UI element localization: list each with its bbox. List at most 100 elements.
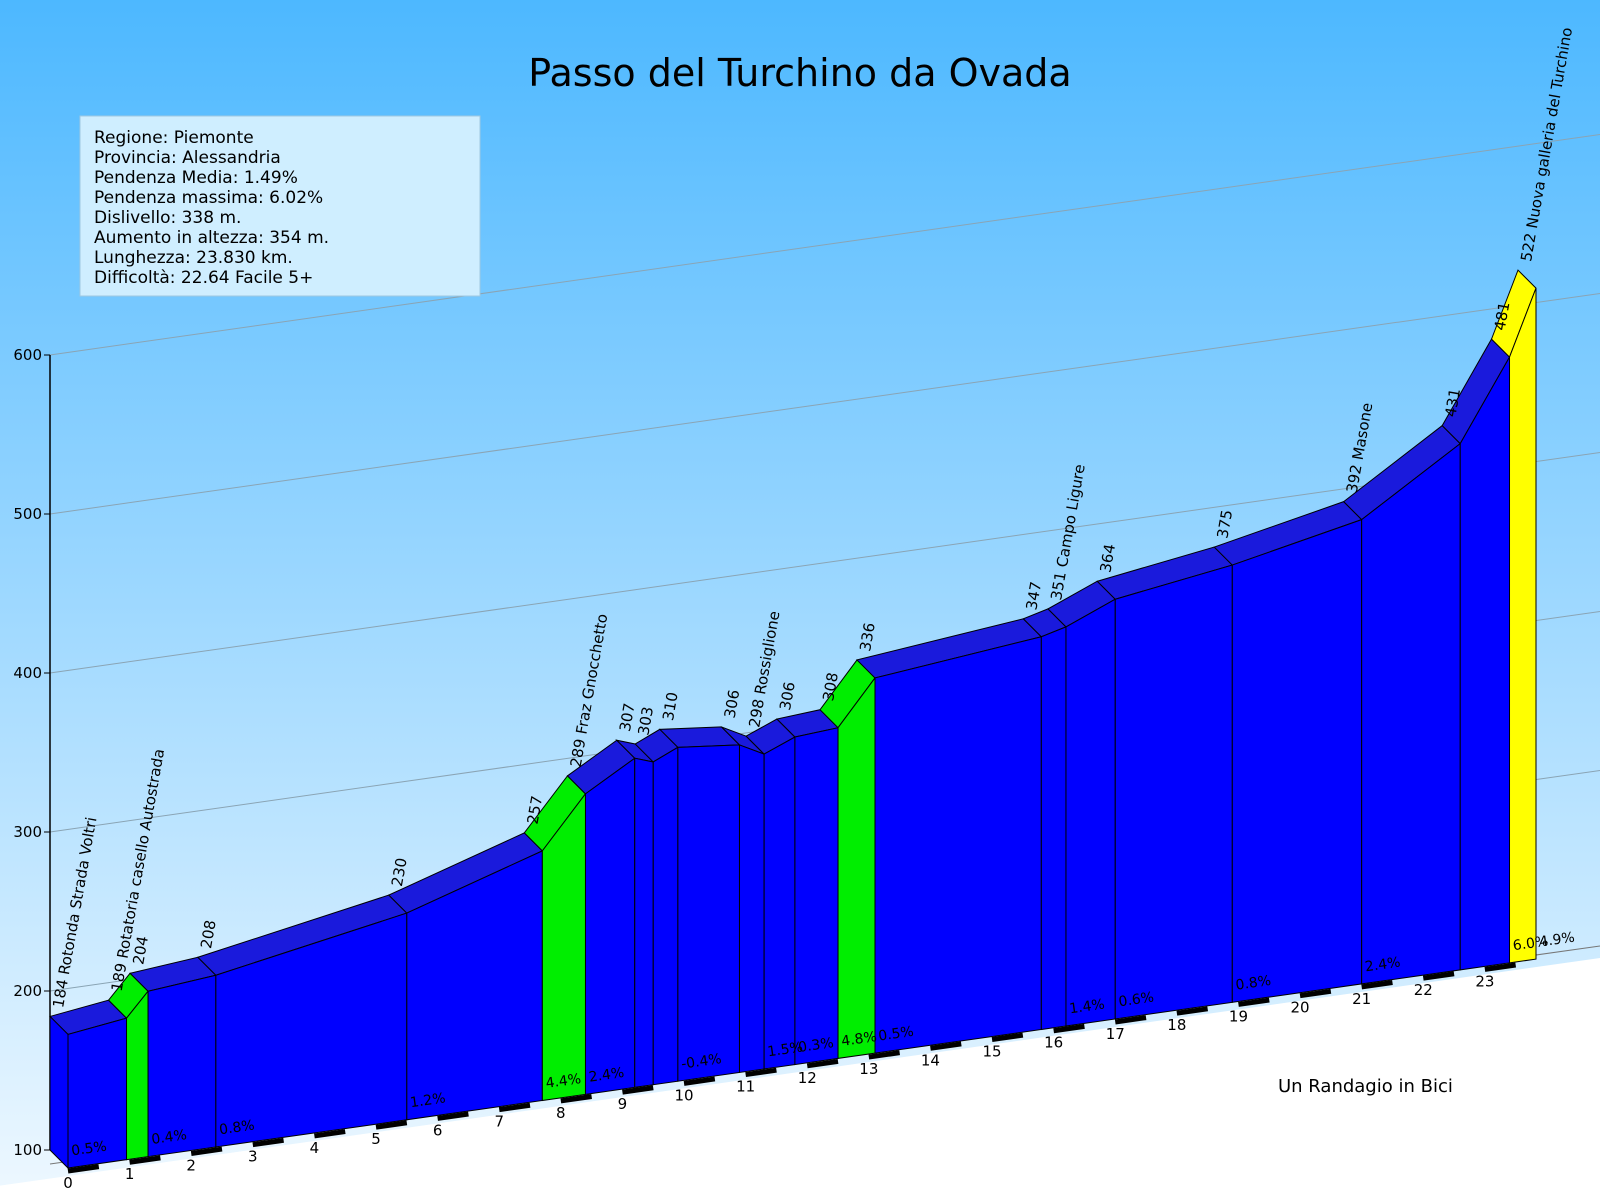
segment-front-face — [677, 744, 740, 1082]
y-tick-label: 100 — [13, 1141, 42, 1159]
km-marker — [498, 1102, 531, 1113]
point-label: 306 — [776, 680, 799, 711]
grade-label: 4.8% — [840, 1029, 877, 1050]
segment-front-face — [652, 746, 679, 1086]
x-tick-label: 13 — [859, 1060, 878, 1078]
km-marker — [560, 1094, 592, 1104]
segment-end-face — [49, 1015, 69, 1170]
grade-label: 0.8% — [218, 1118, 255, 1139]
grid-line — [49, 133, 1600, 356]
grade-label: 1.4% — [1068, 997, 1105, 1018]
km-marker — [129, 1155, 161, 1165]
segment-front-face — [874, 636, 1042, 1054]
km-marker — [1422, 971, 1455, 981]
segment-front-face — [763, 736, 796, 1070]
point-label: 481 — [1491, 300, 1514, 331]
km-marker — [67, 1164, 100, 1174]
y-tick-label: 600 — [13, 346, 42, 364]
info-box: Regione: Piemonte Provincia: Alessandria… — [79, 115, 481, 297]
info-line: Provincia: Alessandria — [94, 148, 281, 168]
grade-label: 6.0% — [1512, 933, 1549, 954]
km-marker — [1361, 980, 1393, 990]
km-marker — [1299, 988, 1332, 999]
point-label: 310 — [659, 691, 682, 722]
x-axis: 0 1 2 3 4 5 6 7 8 9 10 11 12 13 14 15 16 17 18 19 20 21 22 23 — [63, 962, 1517, 1192]
x-tick-label: 10 — [674, 1086, 693, 1104]
info-line: Pendenza massima: 6.02% — [94, 188, 323, 208]
grade-label: 0.4% — [150, 1127, 187, 1148]
point-label: 364 — [1096, 543, 1119, 574]
segment-front-face — [126, 989, 149, 1161]
km-marker — [622, 1085, 654, 1095]
x-tick-label: 7 — [494, 1113, 504, 1131]
y-tick-label: 300 — [13, 823, 42, 841]
point-label: 431 — [1441, 387, 1464, 418]
info-line: Regione: Piemonte — [94, 128, 254, 148]
grid-line — [49, 451, 1600, 674]
x-tick-label: 5 — [371, 1130, 381, 1148]
km-marker — [1053, 1023, 1085, 1034]
grade-label: 1.5% — [766, 1040, 803, 1061]
info-line: Difficoltà: 22.64 Facile 5+ — [94, 268, 313, 288]
point-label: 204 — [129, 935, 152, 966]
x-tick-label: 21 — [1352, 990, 1371, 1008]
credit-text: Un Randagio in Bici — [1278, 1076, 1453, 1097]
km-marker — [745, 1067, 777, 1078]
x-tick-label: 15 — [982, 1043, 1001, 1061]
chart-title: Passo del Turchino da Ovada — [528, 51, 1071, 95]
grade-label: 4.9% — [1538, 930, 1575, 951]
km-marker — [252, 1137, 284, 1148]
x-tick-label: 6 — [433, 1121, 443, 1139]
grade-label: -0.4% — [680, 1051, 722, 1072]
point-label: 257 — [524, 794, 547, 825]
segment-front-face — [837, 676, 876, 1059]
km-marker — [806, 1058, 839, 1069]
segment-front-face — [1361, 442, 1461, 985]
point-label: 230 — [388, 856, 411, 887]
segment-front-face — [1459, 355, 1511, 971]
grade-label: 1.2% — [409, 1090, 446, 1111]
grade-label: 2.4% — [588, 1065, 625, 1086]
x-tick-label: 20 — [1291, 999, 1310, 1017]
km-marker — [1114, 1015, 1147, 1025]
y-tick-label: 400 — [13, 664, 42, 682]
ground-plane — [0, 957, 1600, 1200]
grade-label: 0.8% — [1235, 973, 1272, 994]
km-marker — [190, 1146, 223, 1156]
segment-front-face — [1040, 626, 1067, 1031]
x-tick-label: 8 — [556, 1104, 566, 1122]
x-tick-label: 2 — [186, 1156, 196, 1174]
info-line: Pendenza Media: 1.49% — [94, 168, 298, 188]
grid-line — [49, 292, 1600, 515]
km-marker — [930, 1041, 962, 1051]
x-tick-label: 4 — [310, 1139, 320, 1157]
segment-front-face — [794, 727, 839, 1066]
point-label: 336 — [856, 621, 879, 652]
grade-label: 0.6% — [1118, 990, 1155, 1011]
point-label: 303 — [634, 705, 657, 736]
info-line: Lunghezza: 23.830 km. — [94, 248, 293, 268]
x-tick-label: 22 — [1414, 981, 1433, 999]
segment-front-face — [634, 757, 654, 1088]
km-marker — [1238, 997, 1270, 1007]
segment-front-face — [1231, 518, 1363, 1003]
segment-front-face — [584, 757, 636, 1095]
segment-front-face — [738, 744, 765, 1074]
x-tick-label: 17 — [1106, 1025, 1125, 1043]
x-tick-label: 14 — [921, 1051, 940, 1069]
km-marker — [375, 1120, 408, 1130]
x-tick-label: 0 — [63, 1174, 73, 1192]
info-line: Aumento in altezza: 354 m. — [94, 228, 329, 248]
grade-label: 0.3% — [797, 1035, 834, 1056]
x-tick-label: 16 — [1044, 1034, 1063, 1052]
x-tick-label: 1 — [125, 1165, 135, 1183]
x-tick-label: 3 — [248, 1148, 258, 1166]
km-marker — [437, 1111, 469, 1121]
x-tick-label: 23 — [1475, 972, 1494, 990]
y-tick-label: 500 — [13, 505, 42, 523]
x-tick-label: 12 — [798, 1069, 817, 1087]
km-marker — [683, 1076, 716, 1086]
point-label: 307 — [616, 702, 639, 733]
